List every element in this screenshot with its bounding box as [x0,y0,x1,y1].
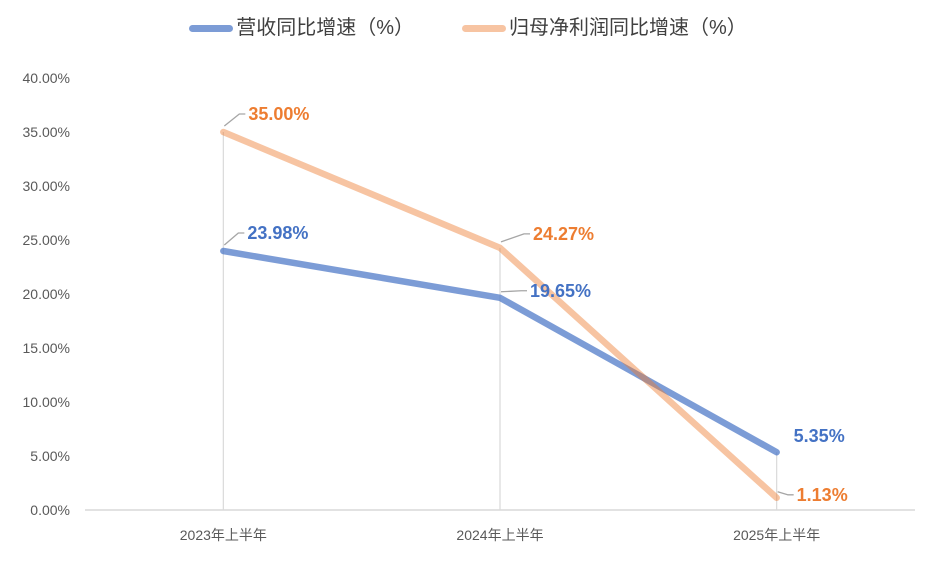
data-label-leader-line [223,113,246,127]
data-label-leader-line [500,233,530,243]
series-line-1 [220,128,780,502]
x-axis-tick-label: 2023年上半年 [180,527,267,543]
y-axis-tick-label: 30.00% [23,178,70,194]
data-label-series-0: 5.35% [794,426,845,446]
y-axis-tick-label: 35.00% [23,124,70,140]
data-label-series-1: 24.27% [533,224,594,244]
y-axis-tick-label: 20.00% [23,286,70,302]
y-axis-tick-label: 25.00% [23,232,70,248]
legend-marker-net-profit-growth-icon [462,24,506,32]
data-label-leader-line [777,491,794,496]
data-label-leader-line [223,232,245,246]
data-label-series-1: 1.13% [797,485,848,505]
x-axis-tick-label: 2025年上半年 [733,527,820,543]
chart-legend: 营收同比增速（%） 归母净利润同比增速（%） [0,18,936,38]
data-label-series-0: 23.98% [247,223,308,243]
y-axis-tick-label: 5.00% [30,448,70,464]
legend-item-revenue-growth[interactable]: 营收同比增速（%） [189,18,414,38]
y-axis-tick-label: 40.00% [23,70,70,86]
y-axis-tick-label: 15.00% [23,340,70,356]
series-line-0 [220,247,780,456]
y-axis-tick-label: 0.00% [30,502,70,518]
data-label-leader-line [500,290,527,293]
legend-label-revenue-growth: 营收同比增速（%） [236,17,414,39]
data-label-series-1: 35.00% [248,104,309,124]
x-axis-tick-label: 2024年上半年 [456,527,543,543]
y-axis-tick-label: 10.00% [23,394,70,410]
legend-item-net-profit-growth[interactable]: 归母净利润同比增速（%） [462,18,747,38]
legend-label-net-profit-growth: 归母净利润同比增速（%） [509,17,747,39]
legend-marker-revenue-growth-icon [189,24,234,32]
data-label-series-0: 19.65% [530,281,591,301]
